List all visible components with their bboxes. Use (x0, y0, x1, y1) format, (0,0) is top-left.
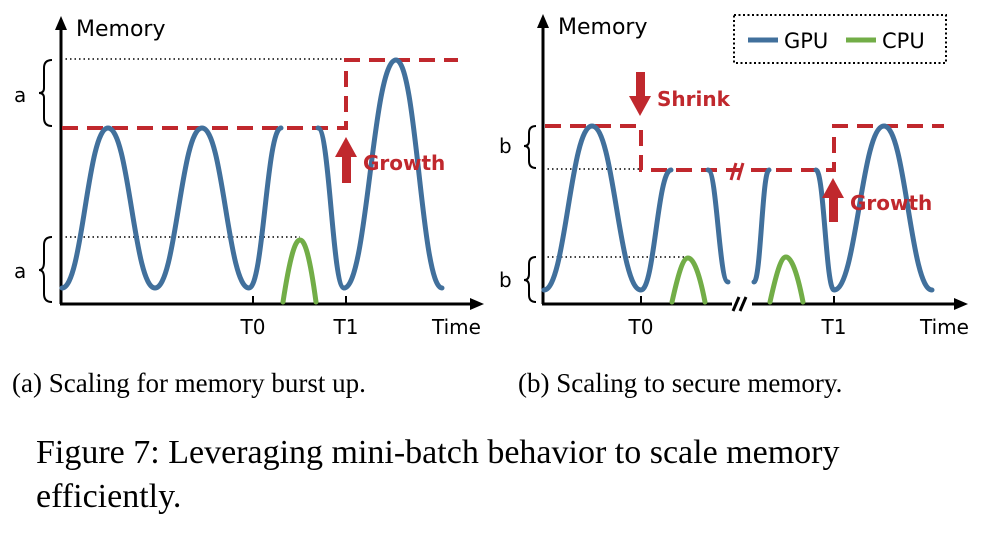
panel-b-shrink-label: Shrink (657, 87, 731, 111)
panel-a-tick-t0-label: T0 (240, 315, 266, 339)
legend-cpu-label: CPU (882, 29, 925, 53)
panel-b-y-axis-label: Memory (558, 15, 647, 40)
panel-a-growth-label: Growth (363, 151, 445, 175)
panel-b-upper-brace (523, 125, 537, 169)
panel-a-lower-brace (38, 236, 53, 303)
panel-a-y-axis-label: Memory (76, 17, 165, 42)
panel-b-upper-brace-label: b (499, 134, 512, 158)
panel-a-upper-brace (38, 59, 53, 127)
panel-a-growth-arrow (335, 137, 357, 183)
panel-b-growth-arrow (822, 178, 844, 222)
figure-caption-line-2: efficiently. (36, 478, 181, 515)
panel-b-tick-t1-label: T1 (821, 315, 847, 339)
panel-a-caption: (a) Scaling for memory burst up. (12, 368, 366, 398)
panel-b-shrink-arrow (629, 72, 651, 116)
panel-a-upper-brace-label: a (14, 83, 26, 107)
panel-b-memory-limit (545, 124, 944, 172)
panel-a: Memory Time T0 T1 a a Growth (14, 16, 484, 339)
panel-a-lower-brace-label: a (14, 259, 26, 283)
panel-a-tick-t1-label: T1 (333, 315, 359, 339)
panel-b-growth-label: Growth (850, 191, 932, 215)
panel-b-caption: (b) Scaling to secure memory. (518, 368, 842, 398)
panel-a-cpu-curve (280, 237, 319, 305)
panel-b-x-axis-arrowhead (954, 298, 968, 310)
panel-b-cpu-curve-2 (767, 254, 806, 305)
panel-b-lower-brace-label: b (499, 268, 512, 292)
legend: GPU CPU (733, 14, 947, 64)
panel-b-limit-break-icon (729, 162, 745, 181)
panel-a-x-axis-arrowhead (470, 298, 484, 310)
panel-a-y-axis-arrowhead (55, 16, 67, 30)
panel-a-x-axis-label: Time (431, 315, 481, 339)
panel-b-x-axis-break-icon (731, 296, 748, 312)
figure-caption-line-1: Figure 7: Leveraging mini-batch behavior… (36, 434, 839, 471)
panel-b-cpu-curve-1 (669, 255, 708, 305)
legend-box (733, 14, 947, 64)
panel-a-memory-limit (62, 58, 458, 130)
panel-b-x-axis-label: Time (919, 315, 969, 339)
panel-b-gpu-curve-after-break (751, 123, 935, 293)
panel-b-lower-brace (523, 256, 537, 303)
legend-gpu-label: GPU (784, 29, 828, 53)
panel-b-gpu-curve-before-break (541, 123, 731, 293)
panel-b: Memory Time T0 T1 b b Shr (499, 14, 969, 339)
panel-b-y-axis-arrowhead (537, 14, 549, 28)
panel-b-tick-t0-label: T0 (628, 315, 654, 339)
panel-a-gpu-curve (59, 57, 445, 291)
